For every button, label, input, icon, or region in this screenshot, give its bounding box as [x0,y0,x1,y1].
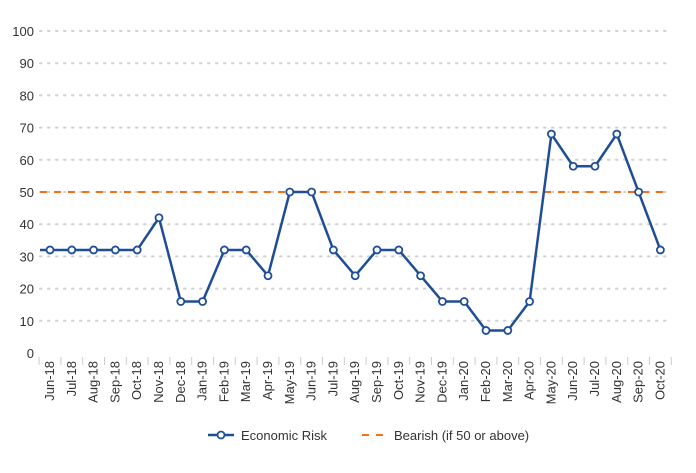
x-tick-label: Aug-19 [347,361,362,403]
data-point [89,245,98,255]
x-tick-label: Dec-19 [434,361,449,403]
x-tick-label: Nov-19 [413,361,428,403]
x-tick-label: Sep-20 [631,361,646,403]
data-point [176,297,186,306]
data-point [503,326,513,335]
data-point [45,245,55,255]
data-point [437,297,447,306]
x-tick-label: Oct-19 [391,361,406,400]
x-tick-label: Feb-20 [478,361,493,402]
data-point [481,326,491,335]
x-tick-label: Jul-18 [64,361,79,396]
data-point [568,161,578,171]
x-tick-label: Jul-19 [325,361,340,396]
x-tick-label: Dec-18 [173,361,188,403]
data-point [547,129,556,139]
data-point [263,271,273,281]
data-point [241,245,251,255]
data-point [67,245,77,255]
x-tick-label: Mar-20 [500,361,515,402]
y-tick-label: 60 [20,153,34,168]
y-tick-label: 30 [20,249,34,264]
x-tick-label: Jun-20 [565,361,580,401]
x-tick-label: Jun-18 [42,361,57,401]
y-tick-label: 0 [27,346,34,361]
data-point [525,297,534,306]
x-tick-label: Nov-18 [151,361,166,403]
x-tick-label: Apr-20 [522,361,537,400]
data-point [219,245,229,255]
x-tick-label: Jul-20 [587,361,602,396]
x-tick-label: Mar-19 [238,361,253,402]
x-tick-label: Aug-20 [609,361,624,403]
data-point [285,187,295,197]
data-point [656,245,665,255]
y-tick-label: 10 [20,314,34,329]
legend-label: Bearish (if 50 or above) [394,428,529,443]
y-tick-label: 70 [20,121,34,136]
x-tick-label: Oct-18 [129,361,144,400]
x-tick-label: Sep-19 [369,361,384,403]
data-point [198,297,208,306]
x-tick-label: Jun-19 [304,361,319,401]
y-tick-label: 20 [20,282,34,297]
data-point [590,161,600,171]
legend-label: Economic Risk [241,428,327,443]
x-tick-label: Sep-18 [107,361,122,403]
x-tick-label: Jan-20 [456,361,471,401]
x-tick-label: Aug-18 [86,361,101,403]
y-tick-label: 50 [20,185,34,200]
data-point [307,187,317,197]
data-point [394,245,404,255]
y-tick-label: 100 [12,24,34,39]
data-point [111,245,120,255]
y-tick-label: 80 [20,88,34,103]
x-tick-label: Oct-20 [652,361,667,400]
y-tick-label: 90 [20,56,34,71]
data-point [350,271,360,281]
x-tick-label: Jan-19 [195,361,210,401]
data-point [459,297,469,306]
x-tick-label: Feb-19 [216,361,231,402]
x-tick-label: Apr-19 [260,361,275,400]
data-point [154,213,164,223]
data-point [416,271,426,281]
data-point [328,245,338,255]
x-tick-label: May-20 [543,361,558,404]
data-point [132,245,142,255]
x-tick-label: May-19 [282,361,297,404]
data-point [612,129,622,139]
series-line [40,132,662,332]
data-point [372,245,382,255]
data-point [634,187,643,197]
legend-marker-icon [216,430,226,440]
y-tick-label: 40 [20,217,34,232]
